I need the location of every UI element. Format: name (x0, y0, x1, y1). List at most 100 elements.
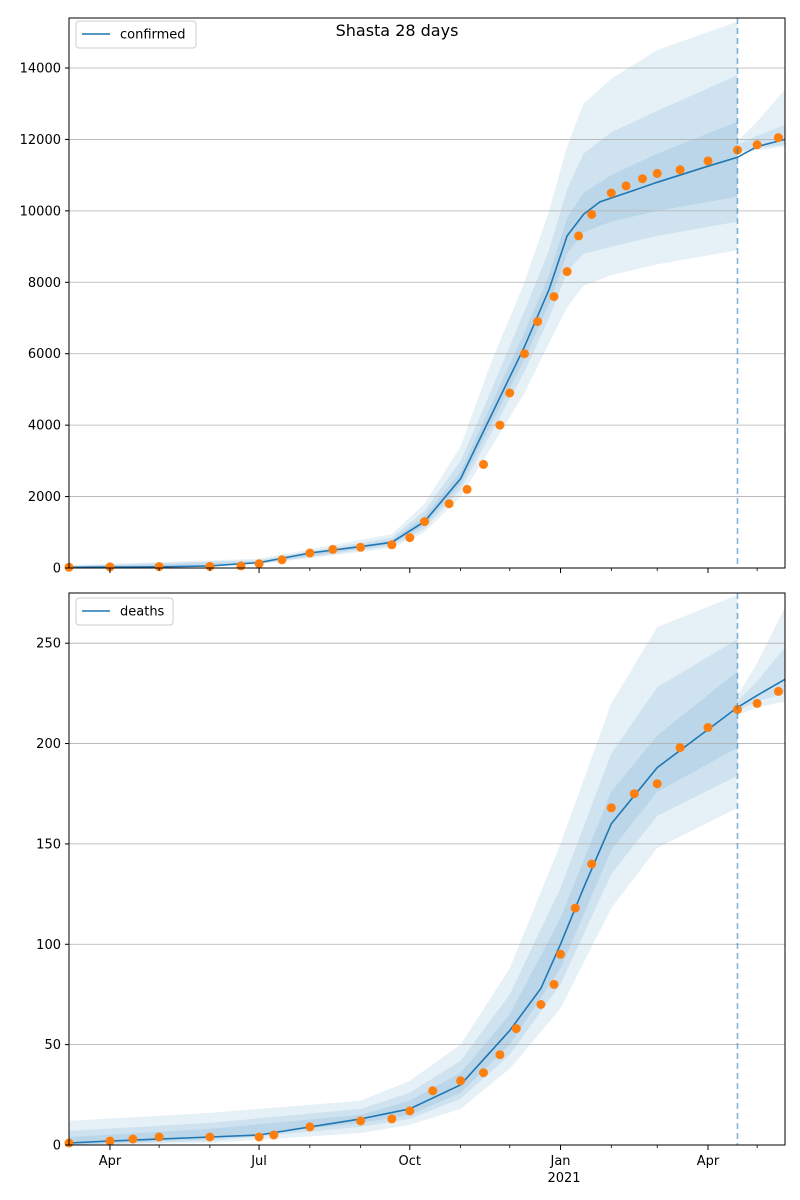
confirmed-model-line (68, 138, 786, 569)
confirmed-band-3 (737, 89, 785, 154)
confirmed-y-axis: 0 2000 4000 6000 8000 10000 12000 14000 (20, 62, 69, 577)
confirmed-y-tick-label: 2000 (28, 490, 61, 505)
deaths-band-0 (69, 595, 738, 1145)
deaths-observed-point (254, 1132, 264, 1142)
deaths-y-tick-label: 0 (53, 1139, 61, 1154)
confirmed-observed-point (305, 548, 315, 558)
confirmed-gridlines (69, 67, 785, 497)
deaths-observed-point (305, 1122, 315, 1132)
confirmed-observed-point (236, 561, 246, 571)
deaths-observed-point (733, 704, 742, 714)
deaths-x-tick-label: Apr (697, 1154, 720, 1169)
deaths-observed-point (773, 686, 783, 696)
deaths-model-series (68, 678, 786, 1144)
deaths-observed-point (479, 1068, 488, 1078)
deaths-observed-point (405, 1106, 415, 1116)
confirmed-y-tick-label: 14000 (20, 62, 61, 77)
deaths-x-tick-label: Jan (550, 1154, 571, 1169)
confirmed-y-tick-label: 12000 (20, 133, 61, 148)
deaths-uncertainty-bands (69, 595, 785, 1145)
x-axis-year-label: 2021 (547, 1171, 580, 1186)
deaths-x-axis: Apr Jul Oct Jan Apr (99, 1145, 758, 1169)
confirmed-y-tick-label: 10000 (20, 204, 61, 219)
confirmed-y-tick-label: 4000 (28, 419, 61, 434)
confirmed-observed-point (773, 133, 783, 143)
deaths-x-tick-label: Oct (399, 1154, 421, 1169)
deaths-observed-point (549, 979, 559, 989)
deaths-y-axis: 0 50 100 150 200 250 (36, 637, 69, 1154)
confirmed-observed-point (356, 542, 366, 552)
deaths-x-tick-label: Jul (250, 1154, 267, 1169)
deaths-y-tick-label: 250 (36, 637, 61, 652)
confirmed-x-axis (109, 568, 758, 573)
confirmed-observed-point (520, 349, 529, 359)
confirmed-observed-point (254, 559, 264, 569)
deaths-observed-point (629, 789, 639, 799)
confirmed-band-4 (737, 125, 785, 152)
deaths-legend: deaths (75, 597, 174, 626)
confirmed-observed-point (479, 459, 488, 469)
confirmed-observed-point (621, 181, 631, 191)
deaths-y-tick-label: 150 (36, 837, 61, 852)
deaths-band-1 (69, 639, 738, 1145)
confirmed-observed-point (328, 544, 338, 554)
deaths-observed-point (428, 1086, 438, 1096)
confirmed-observed-point (675, 165, 685, 175)
deaths-x-tick-label: Apr (99, 1154, 122, 1169)
deaths-observed-point (269, 1130, 279, 1140)
deaths-band-4 (737, 647, 785, 712)
deaths-observed-point (387, 1114, 397, 1124)
confirmed-observed-point (574, 231, 584, 241)
deaths-observed-point (154, 1132, 164, 1142)
confirmed-uncertainty-bands (69, 21, 785, 569)
deaths-observed-point (536, 1000, 546, 1009)
deaths-observed-point (570, 903, 580, 913)
confirmed-y-tick-label: 6000 (28, 347, 61, 362)
confirmed-observed-point (277, 555, 287, 565)
confirmed-observed-point (703, 156, 713, 166)
deaths-y-tick-label: 50 (44, 1038, 61, 1053)
confirmed-observed-point (638, 174, 647, 184)
deaths-axes-frame (68, 592, 786, 1146)
deaths-observed-point (105, 1136, 115, 1146)
confirmed-observed-point (549, 292, 559, 302)
deaths-observed-point (587, 859, 597, 869)
deaths-observed-point (495, 1050, 505, 1060)
confirmed-observed-point (405, 533, 415, 543)
deaths-observed-point (456, 1076, 466, 1086)
deaths-observed-point (652, 779, 662, 789)
confirmed-y-tick-label: 0 (53, 562, 61, 577)
confirmed-observed-point (606, 188, 616, 198)
confirmed-band-1 (69, 75, 738, 568)
deaths-panel: 0 50 100 150 200 250 Apr Jul Oct Jan Apr deaths 2… (36, 592, 786, 1186)
deaths-observed-point (703, 723, 713, 732)
deaths-observed-point (675, 743, 685, 753)
confirmed-legend: confirmed (75, 20, 197, 49)
confirmed-panel: 0 2000 4000 6000 8000 10000 12000 14000 confirm… (20, 17, 786, 577)
deaths-legend-label: deaths (120, 605, 165, 620)
confirmed-observed-point (533, 317, 543, 327)
deaths-observed-points (64, 686, 783, 1148)
deaths-model-line (68, 678, 786, 1144)
confirmed-observed-point (205, 561, 215, 571)
confirmed-observed-point (752, 140, 762, 150)
deaths-observed-point (511, 1024, 521, 1034)
deaths-gridlines (69, 642, 785, 1046)
deaths-band-3 (737, 607, 785, 716)
confirmed-observed-point (562, 267, 572, 277)
confirmed-observed-point (420, 517, 429, 527)
confirmed-observed-point (587, 209, 597, 219)
confirmed-observed-point (154, 562, 164, 572)
confirmed-legend-box (75, 20, 197, 49)
confirmed-axes-frame (68, 17, 786, 569)
deaths-observed-point (556, 949, 565, 959)
deaths-observed-point (205, 1132, 215, 1142)
deaths-legend-box (75, 597, 174, 626)
confirmed-observed-point (462, 484, 472, 494)
confirmed-model-series (68, 138, 786, 569)
deaths-observed-point (128, 1134, 138, 1144)
confirmed-observed-point (387, 540, 397, 550)
confirmed-legend-label: confirmed (120, 28, 186, 43)
confirmed-observed-point (444, 499, 454, 509)
